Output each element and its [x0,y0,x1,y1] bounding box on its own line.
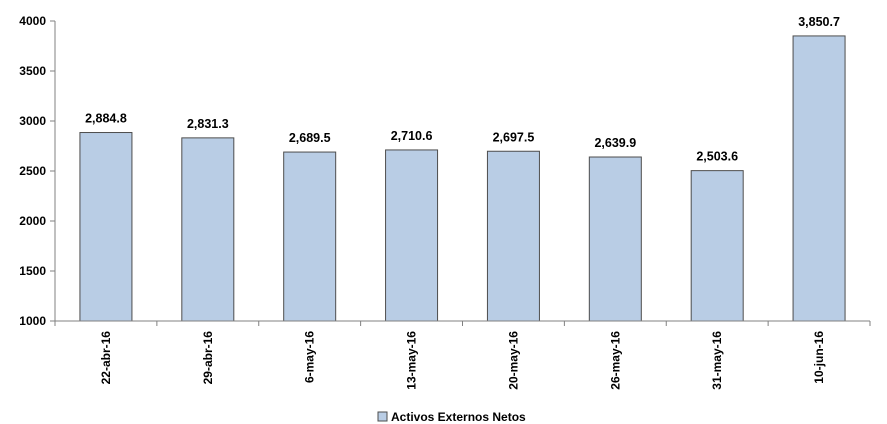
y-tick-label: 3000 [19,114,46,128]
y-tick-label: 3500 [19,64,46,78]
x-tick-label: 26-may-16 [608,331,622,390]
x-tick-label: 6-may-16 [303,331,317,383]
x-tick-label: 20-may-16 [506,331,520,390]
x-tick-label: 10-jun-16 [812,331,826,384]
y-tick-label: 1000 [19,314,46,328]
y-tick-label: 2500 [19,164,46,178]
bar [283,151,337,322]
data-label: 2,503.6 [696,150,738,164]
bar [486,150,540,322]
bar [588,156,642,322]
x-axis: 22-abr-16 29-abr-16 6-may-16 13-may-16 20-ma… [54,320,871,390]
y-tick-label: 2000 [19,214,46,228]
data-label: 2,689.5 [289,131,331,145]
y-axis: 1000 1500 2000 2500 3000 3500 4000 [19,14,56,328]
bar [79,132,133,322]
bars [79,35,846,322]
y-tick-label: 1500 [19,264,46,278]
legend: Activos Externos Netos [377,410,526,424]
legend-swatch [377,411,388,422]
data-label: 2,697.5 [493,130,535,144]
data-label: 2,884.8 [85,112,127,126]
bar [690,170,744,322]
data-label: 3,850.7 [798,15,840,29]
y-tick-label: 4000 [19,14,46,28]
data-label: 2,831.3 [187,117,229,131]
x-tick-label: 31-may-16 [710,331,724,390]
data-label: 2,639.9 [594,136,636,150]
data-label: 2,710.6 [391,129,433,143]
bar [181,137,235,322]
x-tick-label: 22-abr-16 [99,331,113,385]
bar [385,149,439,322]
x-tick-label: 13-may-16 [405,331,419,390]
bar [792,35,846,322]
x-tick-label: 29-abr-16 [201,331,215,385]
data-labels: 2,884.8 2,831.3 2,689.5 2,710.6 2,697.5 2,639… [85,15,840,164]
legend-label: Activos Externos Netos [391,410,526,424]
